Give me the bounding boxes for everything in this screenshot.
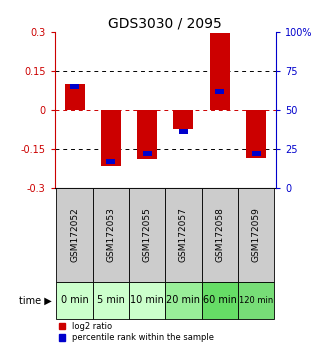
Text: 10 min: 10 min xyxy=(130,296,164,306)
Text: time ▶: time ▶ xyxy=(19,296,52,306)
Text: GSM172052: GSM172052 xyxy=(70,207,79,262)
Text: GSM172058: GSM172058 xyxy=(215,207,224,262)
Bar xyxy=(238,188,274,282)
Text: GSM172055: GSM172055 xyxy=(143,207,152,262)
Bar xyxy=(143,152,152,156)
Bar xyxy=(210,33,230,110)
Bar xyxy=(173,110,194,130)
Bar xyxy=(137,110,157,159)
Bar xyxy=(93,282,129,319)
Bar xyxy=(215,89,224,93)
Bar xyxy=(70,84,79,89)
Bar xyxy=(165,282,202,319)
Bar xyxy=(202,282,238,319)
Text: GSM172057: GSM172057 xyxy=(179,207,188,262)
Bar xyxy=(238,282,274,319)
Bar xyxy=(246,110,266,158)
Text: 120 min: 120 min xyxy=(239,296,273,305)
Bar xyxy=(179,130,188,134)
Text: GSM172059: GSM172059 xyxy=(252,207,261,262)
Bar xyxy=(101,110,121,166)
Bar xyxy=(252,152,261,156)
Bar xyxy=(65,84,84,110)
Bar xyxy=(129,188,165,282)
Bar xyxy=(106,159,115,164)
Text: 0 min: 0 min xyxy=(61,296,88,306)
Bar xyxy=(165,188,202,282)
Bar xyxy=(129,282,165,319)
Text: 60 min: 60 min xyxy=(203,296,237,306)
Text: GSM172053: GSM172053 xyxy=(106,207,115,262)
Bar xyxy=(56,188,93,282)
Text: 20 min: 20 min xyxy=(167,296,201,306)
Bar xyxy=(93,188,129,282)
Text: 5 min: 5 min xyxy=(97,296,125,306)
Bar xyxy=(202,188,238,282)
Legend: log2 ratio, percentile rank within the sample: log2 ratio, percentile rank within the s… xyxy=(59,322,214,342)
Title: GDS3030 / 2095: GDS3030 / 2095 xyxy=(108,17,222,31)
Bar xyxy=(56,282,93,319)
